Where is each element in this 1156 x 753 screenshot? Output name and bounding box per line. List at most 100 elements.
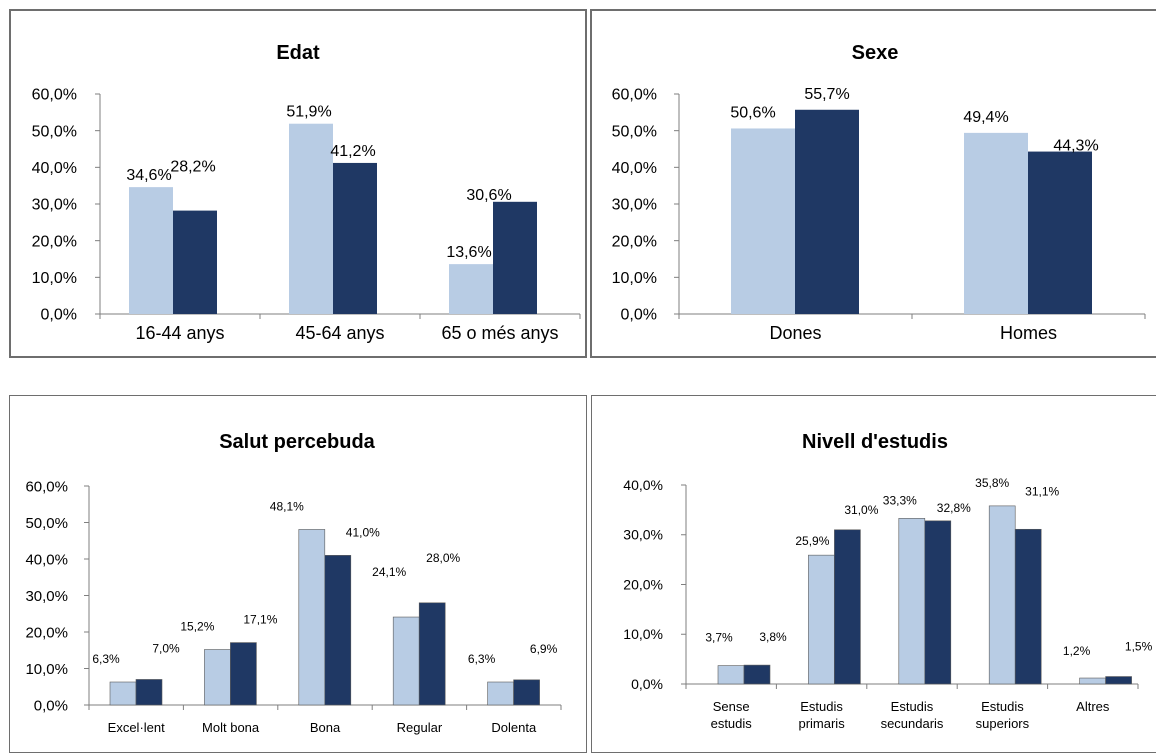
chart-salut-percebuda: Salut percebuda 0,0% 10,0% 20,0% 30,0% 40,0%… <box>25 431 562 735</box>
y-tick-label: 10,0% <box>623 626 663 642</box>
y-tick-label: 30,0% <box>25 588 68 605</box>
x-category-label: Excel·lent <box>108 720 165 735</box>
y-tick-label: 0,0% <box>41 307 77 324</box>
bar-series-1 <box>129 187 173 314</box>
bar-series-1 <box>1079 677 1106 685</box>
bar-series-2 <box>834 529 861 685</box>
y-tick-label: 0,0% <box>631 676 663 692</box>
y-tick-label: 60,0% <box>32 87 77 104</box>
y-tick-label: 40,0% <box>612 160 657 177</box>
data-label: 28,2% <box>170 159 215 176</box>
y-tick-label: 40,0% <box>623 477 663 493</box>
x-category-label: Altres <box>1076 699 1110 714</box>
bar-series-2 <box>418 602 446 706</box>
x-category-label: Bona <box>310 720 341 735</box>
y-tick-label: 10,0% <box>32 270 77 287</box>
bar-series-1 <box>964 132 1028 314</box>
x-category-label: Sense estudis <box>711 699 753 731</box>
chart-title: Nivell d'estudis <box>802 431 948 453</box>
data-label: 31,1% <box>1025 484 1059 498</box>
y-tick-label: 30,0% <box>612 197 657 214</box>
x-category-label: Estudis secundaris <box>881 699 944 731</box>
data-label: 3,8% <box>759 630 787 644</box>
y-tick-label: 0,0% <box>34 697 68 714</box>
x-category-label: Estudis superiors <box>976 699 1030 731</box>
x-category-label: Estudis primaris <box>798 699 845 731</box>
bar-series-1 <box>717 665 745 685</box>
bar-series-2 <box>1105 676 1132 685</box>
y-tick-label: 40,0% <box>32 160 77 177</box>
bar-series-2 <box>1014 528 1042 685</box>
y-tick-label: 40,0% <box>25 551 68 568</box>
data-label: 44,3% <box>1053 138 1098 155</box>
bar-series-1 <box>808 554 835 685</box>
data-label: 6,3% <box>468 652 496 666</box>
y-tick-label: 20,0% <box>32 233 77 250</box>
data-label: 32,8% <box>937 501 971 515</box>
bar-series-2 <box>493 201 537 314</box>
data-label: 17,1% <box>243 613 277 627</box>
chart-panel-salut-percebuda: Salut percebuda 0,0% 10,0% 20,0% 30,0% 40,0%… <box>9 395 587 753</box>
bar-series-1 <box>898 518 926 685</box>
data-label: 25,9% <box>795 534 829 548</box>
data-label: 35,8% <box>975 476 1009 490</box>
y-tick-label: 30,0% <box>623 527 663 543</box>
bar-series-2 <box>743 664 771 685</box>
data-label: 1,2% <box>1063 644 1091 658</box>
chart-title: Sexe <box>852 42 899 64</box>
x-category-label: 65 o més anys <box>441 323 558 343</box>
data-label: 33,3% <box>883 493 917 507</box>
data-label: 50,6% <box>730 104 775 121</box>
bar-series-1 <box>731 128 795 314</box>
y-tick-label: 0,0% <box>621 307 657 324</box>
data-label: 15,2% <box>180 620 214 634</box>
x-category-label: Dones <box>769 323 821 343</box>
data-label: 7,0% <box>152 641 180 655</box>
x-category-label: Dolenta <box>491 720 537 735</box>
data-label: 41,0% <box>346 525 380 539</box>
x-category-label: Molt bona <box>202 720 260 735</box>
chart-plot-area: 0,0% 10,0% 20,0% 30,0% 40,0% 50,0% 60,0% Dones H… <box>612 86 1146 343</box>
bar-series-2 <box>230 642 257 706</box>
x-category-label: 16-44 anys <box>135 323 224 343</box>
bar-series-1 <box>289 123 333 314</box>
bar-series-2 <box>173 210 217 314</box>
bar-series-2 <box>324 555 352 706</box>
x-category-label: 45-64 anys <box>295 323 384 343</box>
bar-series-1 <box>109 681 137 706</box>
chart-plot-area: 0,0% 10,0% 20,0% 30,0% 40,0% 50,0% 60,0% 16-44 … <box>32 87 581 343</box>
data-label: 6,3% <box>92 652 120 666</box>
data-label: 24,1% <box>372 565 406 579</box>
data-label: 48,1% <box>270 499 304 513</box>
y-tick-label: 20,0% <box>623 576 663 592</box>
bar-series-2 <box>513 679 540 706</box>
y-tick-label: 10,0% <box>612 270 657 287</box>
chart-panel-edat: Edat 0,0% 10,0% 20,0% 30,0% 40,0% 50,0% 60,0% 1… <box>9 9 587 358</box>
chart-title: Edat <box>276 42 320 64</box>
bar-series-1 <box>298 529 326 706</box>
chart-sexe: Sexe 0,0% 10,0% 20,0% 30,0% 40,0% 50,0% 60,0% D… <box>612 42 1146 343</box>
y-tick-label: 30,0% <box>32 197 77 214</box>
bar-series-1 <box>487 681 514 706</box>
chart-edat: Edat 0,0% 10,0% 20,0% 30,0% 40,0% 50,0% 60,0% 1… <box>32 42 581 343</box>
data-label: 1,5% <box>1125 640 1153 654</box>
bar-series-2 <box>135 679 163 706</box>
y-tick-label: 20,0% <box>612 233 657 250</box>
data-label: 30,6% <box>466 187 511 204</box>
x-category-label: Homes <box>1000 323 1057 343</box>
y-tick-label: 60,0% <box>25 478 68 495</box>
chart-nivell-estudis: Nivell d'estudis 0,0% 10,0% 20,0% 30,0% 40,0… <box>623 431 1152 731</box>
chart-panel-sexe: Sexe 0,0% 10,0% 20,0% 30,0% 40,0% 50,0% 60,0% D… <box>590 9 1156 358</box>
x-category-label: Regular <box>397 720 443 735</box>
bar-series-2 <box>333 162 377 314</box>
bar-series-1 <box>392 616 420 706</box>
data-label: 51,9% <box>286 104 331 121</box>
y-tick-label: 60,0% <box>612 87 657 104</box>
data-label: 13,6% <box>446 244 491 261</box>
y-tick-label: 50,0% <box>25 515 68 532</box>
chart-plot-area: 0,0% 10,0% 20,0% 30,0% 40,0% Sense estudis Estu… <box>623 476 1152 731</box>
y-tick-label: 10,0% <box>25 661 68 678</box>
bar-series-2 <box>924 520 952 685</box>
chart-title: Salut percebuda <box>219 431 375 453</box>
data-label: 28,0% <box>426 551 460 565</box>
